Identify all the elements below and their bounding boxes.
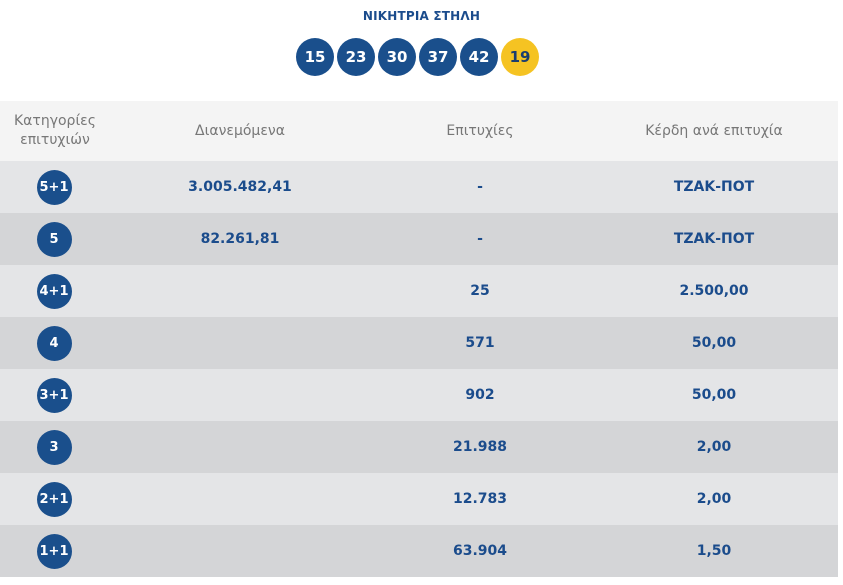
table-row: 4+1 25 2.500,00 (0, 265, 838, 317)
table-header: Κατηγορίες επιτυχιών Διανεμόμενα Επιτυχί… (0, 101, 838, 161)
table-row: 2+1 12.783 2,00 (0, 473, 838, 525)
category-cell: 4 (0, 325, 110, 361)
category-badge: 1+1 (36, 533, 72, 569)
category-cell: 2+1 (0, 481, 110, 517)
prize-cell: 2,00 (696, 439, 732, 455)
distributed-cell: 3.005.482,41 (188, 179, 292, 195)
category-badge: 3 (36, 429, 72, 465)
distributed-cell: 82.261,81 (200, 231, 280, 247)
winners-cell: 571 (465, 335, 495, 351)
category-cell: 3 (0, 429, 110, 465)
number-ball: 42 (460, 38, 498, 76)
winners-cell: 63.904 (452, 543, 508, 559)
number-ball: 37 (419, 38, 457, 76)
winners-cell: 21.988 (452, 439, 508, 455)
category-cell: 5+1 (0, 169, 110, 205)
prize-cell: 2,00 (696, 491, 732, 507)
prize-cell: 2.500,00 (679, 283, 749, 299)
number-ball: 15 (296, 38, 334, 76)
category-cell: 1+1 (0, 533, 110, 569)
table-row: 5+1 3.005.482,41 - ΤΖΑΚ-ΠΟΤ (0, 161, 838, 213)
header-category: Κατηγορίες επιτυχιών (14, 113, 96, 148)
prize-cell: ΤΖΑΚ-ΠΟΤ (673, 231, 755, 247)
header-winners: Επιτυχίες (446, 122, 514, 139)
category-badge: 5 (36, 221, 72, 257)
winning-numbers: 15 23 30 37 42 19 (296, 38, 539, 76)
prize-cell: 50,00 (691, 335, 737, 351)
prize-cell: 1,50 (696, 543, 732, 559)
number-ball: 23 (337, 38, 375, 76)
table-row: 1+1 63.904 1,50 (0, 525, 838, 577)
number-ball: 30 (378, 38, 416, 76)
winners-cell: 12.783 (452, 491, 508, 507)
category-cell: 4+1 (0, 273, 110, 309)
prize-cell: 50,00 (691, 387, 737, 403)
table-row: 5 82.261,81 - ΤΖΑΚ-ΠΟΤ (0, 213, 838, 265)
prize-cell: ΤΖΑΚ-ΠΟΤ (673, 179, 755, 195)
header-distributed: Διανεμόμενα (195, 122, 285, 139)
winners-cell: 25 (470, 283, 490, 299)
category-badge: 2+1 (36, 481, 72, 517)
prize-table: Κατηγορίες επιτυχιών Διανεμόμενα Επιτυχί… (0, 101, 838, 577)
joker-ball: 19 (501, 38, 539, 76)
winning-column-title: ΝΙΚΗΤΡΙΑ ΣΤΗΛΗ (362, 9, 481, 23)
category-badge: 3+1 (36, 377, 72, 413)
category-badge: 4 (36, 325, 72, 361)
category-cell: 3+1 (0, 377, 110, 413)
header-prize: Κέρδη ανά επιτυχία (645, 122, 783, 139)
table-row: 3 21.988 2,00 (0, 421, 838, 473)
category-badge: 4+1 (36, 273, 72, 309)
winners-cell: - (477, 231, 483, 247)
winners-cell: 902 (465, 387, 495, 403)
table-row: 3+1 902 50,00 (0, 369, 838, 421)
table-row: 4 571 50,00 (0, 317, 838, 369)
category-cell: 5 (0, 221, 110, 257)
category-badge: 5+1 (36, 169, 72, 205)
winners-cell: - (477, 179, 483, 195)
